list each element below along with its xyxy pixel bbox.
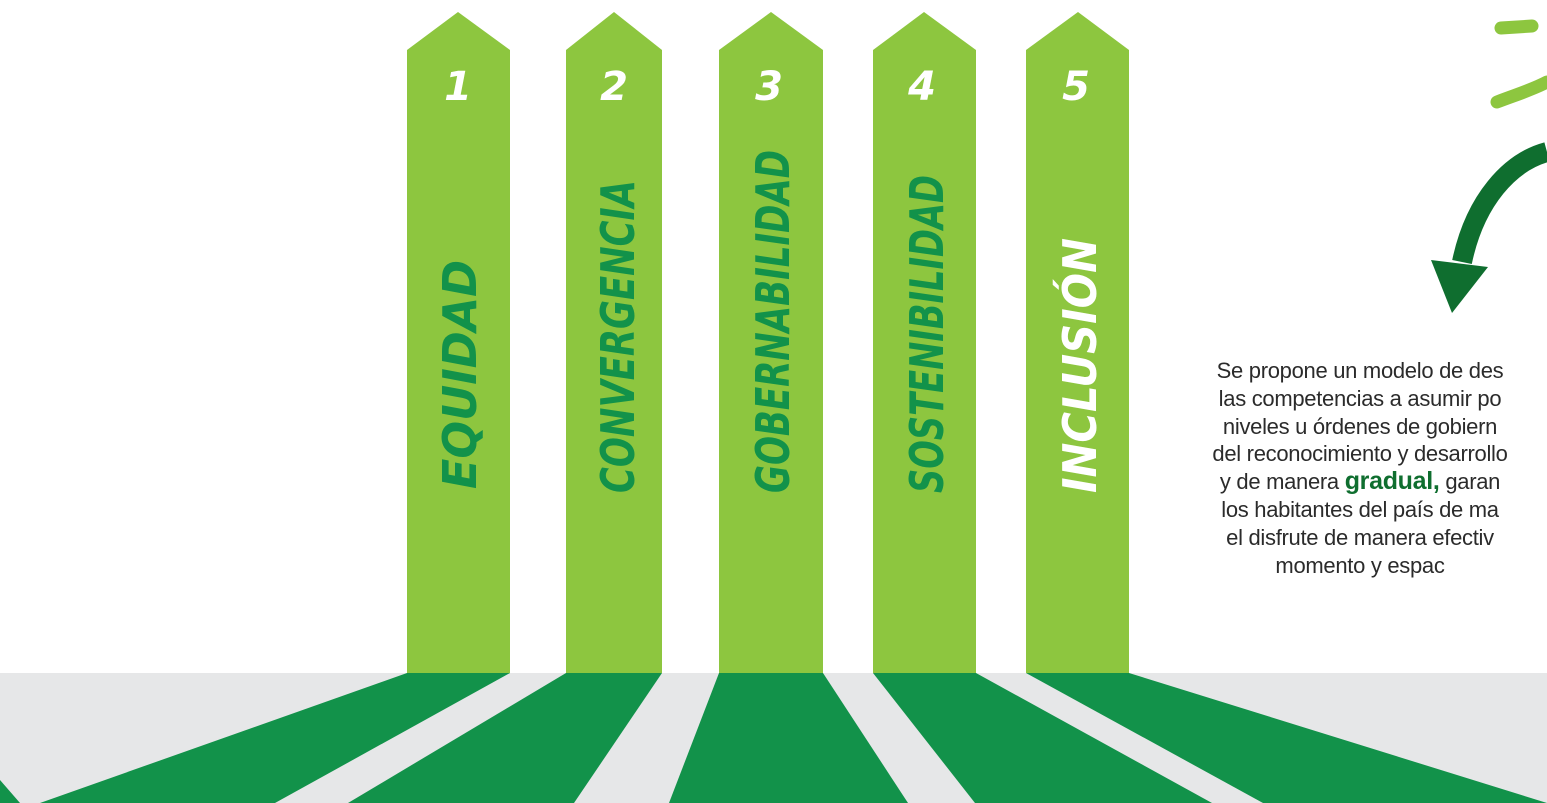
pillar-1-label: EQUIDAD — [433, 260, 487, 489]
curved-arrow-head — [1431, 260, 1488, 313]
description-line-6: los habitantes del país de ma — [1221, 496, 1499, 522]
road-stripes — [0, 673, 1547, 803]
description-highlight-gradual: gradual, — [1344, 467, 1440, 496]
road-stripe-3 — [669, 673, 908, 803]
pillar-3-number: 3 — [755, 64, 783, 110]
pillar-2-number: 2 — [600, 64, 628, 110]
road-stripe-left-edge — [0, 780, 20, 803]
description-line-5: y de manera gradual, garan — [1060, 467, 1547, 496]
pillar-2: 2 CONVERGENCIA — [566, 12, 662, 673]
pillar-5-label: INCLUSIÓN — [1053, 238, 1107, 493]
pillar-5-number: 5 — [1062, 64, 1090, 110]
curved-arrow-icon — [1431, 142, 1547, 313]
description-line-8: momento y espac — [1275, 552, 1445, 578]
pillars-group: 1 EQUIDAD 2 CONVERGENCIA 3 GOBERNABILIDA… — [407, 12, 1129, 673]
pillar-1-arrow — [407, 12, 510, 673]
dash-stroke-1 — [1494, 19, 1539, 35]
pillar-3-label: GOBERNABILIDAD — [746, 150, 800, 493]
description-text: Se propone un modelo de des las competen… — [1060, 357, 1547, 579]
road-stripe-1 — [40, 673, 510, 803]
curved-arrow-shaft — [1452, 142, 1547, 265]
description-line-5-after: garan — [1439, 469, 1501, 495]
pillar-4-arrow — [873, 12, 976, 673]
pillar-2-arrow — [566, 12, 662, 673]
dash-stroke-2 — [1490, 75, 1547, 109]
description-line-2: las competencias a asumir po — [1218, 385, 1502, 411]
pillar-3-arrow — [719, 12, 823, 673]
road-stripe-4 — [873, 673, 1212, 803]
pillar-5: 5 INCLUSIÓN — [1026, 12, 1129, 673]
pillar-1: 1 EQUIDAD — [407, 12, 510, 673]
description-line-5-before: y de manera — [1219, 469, 1345, 495]
description-line-1: Se propone un modelo de des — [1216, 358, 1504, 383]
pillar-4: 4 SOSTENIBILIDAD — [873, 12, 976, 673]
description-line-7: el disfrute de manera efectiv — [1226, 524, 1494, 550]
pillar-3: 3 GOBERNABILIDAD — [719, 12, 823, 673]
pillar-1-number: 1 — [444, 64, 472, 110]
road-stripe-2 — [348, 673, 662, 803]
pillar-2-label: CONVERGENCIA — [591, 180, 645, 493]
pillar-5-arrow — [1026, 12, 1129, 673]
road-stripe-5 — [1026, 673, 1547, 803]
pillar-4-label: SOSTENIBILIDAD — [900, 175, 954, 493]
description-line-3: niveles u órdenes de gobiern — [1222, 413, 1498, 439]
description-line-4: del reconocimiento y desarrollo — [1212, 441, 1508, 467]
decorative-dashes — [1490, 19, 1547, 109]
pillar-4-number: 4 — [907, 64, 936, 110]
